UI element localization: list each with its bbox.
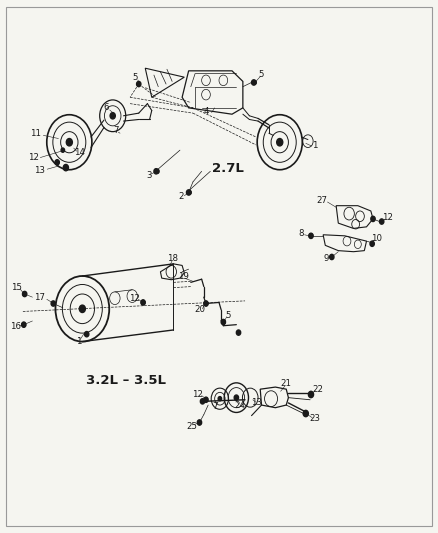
Text: 11: 11 xyxy=(30,129,41,138)
Circle shape xyxy=(222,320,225,324)
Circle shape xyxy=(154,168,158,174)
Circle shape xyxy=(155,169,159,173)
Circle shape xyxy=(309,233,313,238)
Text: 9: 9 xyxy=(324,254,329,263)
Circle shape xyxy=(234,395,239,400)
Circle shape xyxy=(66,139,72,146)
Text: 24: 24 xyxy=(234,401,245,409)
Circle shape xyxy=(204,301,208,306)
Text: 22: 22 xyxy=(312,385,323,394)
Text: 10: 10 xyxy=(371,234,382,243)
Text: 7: 7 xyxy=(113,126,119,135)
Text: 3.2L – 3.5L: 3.2L – 3.5L xyxy=(86,374,166,387)
Text: 7: 7 xyxy=(212,401,217,410)
Text: 2.7L: 2.7L xyxy=(212,162,244,175)
Circle shape xyxy=(22,322,25,327)
Text: 1: 1 xyxy=(76,337,81,346)
Text: 16: 16 xyxy=(11,322,21,331)
Circle shape xyxy=(221,319,226,325)
Text: 2: 2 xyxy=(179,192,184,201)
Text: 19: 19 xyxy=(178,271,189,280)
Circle shape xyxy=(188,190,191,195)
Circle shape xyxy=(204,301,208,305)
Text: 12: 12 xyxy=(382,213,393,222)
Circle shape xyxy=(55,160,60,165)
Text: 17: 17 xyxy=(35,293,46,302)
Circle shape xyxy=(277,139,283,146)
Text: 1: 1 xyxy=(312,141,317,150)
Text: 8: 8 xyxy=(299,229,304,238)
Circle shape xyxy=(303,410,308,417)
Circle shape xyxy=(23,292,26,296)
Text: 13: 13 xyxy=(35,166,46,175)
Circle shape xyxy=(63,165,68,171)
Text: 4: 4 xyxy=(204,107,209,116)
Circle shape xyxy=(187,190,191,195)
Text: 15: 15 xyxy=(11,283,22,292)
Circle shape xyxy=(22,292,27,297)
Text: 23: 23 xyxy=(309,414,320,423)
Text: 12: 12 xyxy=(129,294,140,303)
Circle shape xyxy=(237,330,241,335)
Circle shape xyxy=(137,82,141,87)
Circle shape xyxy=(251,80,256,85)
Circle shape xyxy=(79,305,85,312)
Circle shape xyxy=(379,219,384,224)
Text: 13: 13 xyxy=(251,399,262,407)
Circle shape xyxy=(200,399,205,404)
Circle shape xyxy=(370,241,374,246)
Circle shape xyxy=(21,322,26,327)
Text: 21: 21 xyxy=(281,379,292,389)
Text: 3: 3 xyxy=(146,171,152,180)
Circle shape xyxy=(330,254,334,260)
Text: 20: 20 xyxy=(194,305,205,314)
Circle shape xyxy=(141,300,145,304)
Text: 5: 5 xyxy=(225,311,230,320)
Circle shape xyxy=(218,397,222,401)
Circle shape xyxy=(309,233,313,238)
Text: 14: 14 xyxy=(74,148,85,157)
Text: 5: 5 xyxy=(132,72,138,82)
Circle shape xyxy=(85,332,89,337)
Text: 12: 12 xyxy=(28,153,39,162)
Circle shape xyxy=(253,80,256,85)
Circle shape xyxy=(308,391,314,398)
Circle shape xyxy=(61,148,64,152)
Text: 18: 18 xyxy=(167,254,179,263)
Text: 12: 12 xyxy=(192,390,203,399)
Text: 6: 6 xyxy=(103,103,109,112)
Circle shape xyxy=(204,397,208,402)
Circle shape xyxy=(371,216,375,222)
Circle shape xyxy=(51,301,56,306)
Circle shape xyxy=(110,112,115,119)
Circle shape xyxy=(141,300,145,305)
Circle shape xyxy=(198,421,201,425)
Text: 5: 5 xyxy=(259,70,264,79)
Circle shape xyxy=(197,420,201,425)
Circle shape xyxy=(304,411,307,416)
Text: 25: 25 xyxy=(187,422,198,431)
Text: 27: 27 xyxy=(317,196,328,205)
